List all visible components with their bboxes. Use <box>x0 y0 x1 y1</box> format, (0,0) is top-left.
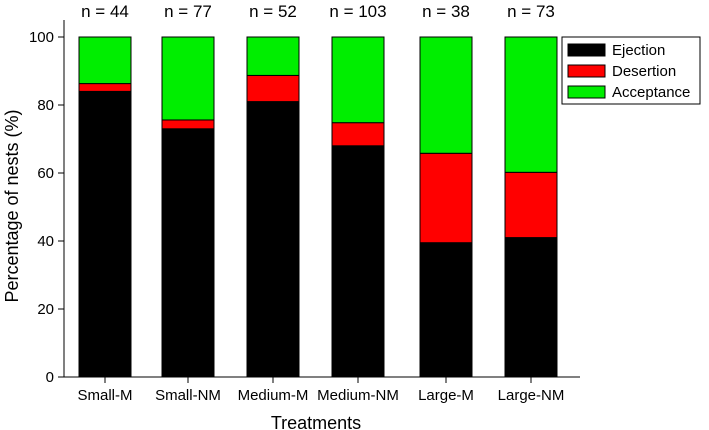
bar-medium-nm-acceptance <box>331 36 385 124</box>
y-tick-label: 60 <box>37 165 54 182</box>
sample-size-label: n = 77 <box>164 2 212 21</box>
x-tick-label-medium-m: Medium-M <box>238 387 309 404</box>
legend-label-acceptance: Acceptance <box>612 84 690 101</box>
bars-layer <box>78 36 558 378</box>
x-axis-title: Treatments <box>271 413 361 430</box>
bar-medium-nm-ejection <box>331 145 385 378</box>
x-tick-label-medium-nm: Medium-NM <box>317 387 399 404</box>
y-tick-label: 20 <box>37 301 54 318</box>
x-tick-label-small-m: Small-M <box>78 387 133 404</box>
legend-swatch-desertion <box>567 64 606 78</box>
x-axis: Small-M Small-NM Medium-M Medium-NM Large-M L… <box>64 376 580 404</box>
y-tick-label: 0 <box>46 369 54 386</box>
bar-medium-m-ejection <box>246 101 300 378</box>
legend-swatch-ejection <box>567 43 606 57</box>
bar-small-m-ejection <box>78 90 132 378</box>
bar-medium-m-acceptance <box>246 36 300 76</box>
bar-small-nm-acceptance <box>161 36 215 121</box>
bar-large-nm-desertion <box>504 171 558 239</box>
y-axis: 0 20 40 60 80 100 <box>29 20 65 386</box>
bar-small-m-desertion <box>78 83 132 92</box>
bar-small-nm-desertion <box>161 119 215 130</box>
x-tick-label-large-nm: Large-NM <box>498 387 565 404</box>
x-tick-label-small-nm: Small-NM <box>155 387 221 404</box>
bar-small-nm-ejection <box>161 128 215 378</box>
bar-large-nm-ejection <box>504 237 558 378</box>
legend-swatch-acceptance <box>567 85 606 99</box>
sample-size-label: n = 103 <box>329 2 386 21</box>
y-tick-label: 80 <box>37 97 54 114</box>
y-tick-label: 100 <box>29 29 54 46</box>
sample-size-labels: n = 44 n = 77 n = 52 n = 103 n = 38 n = 73 <box>81 2 555 21</box>
legend-label-desertion: Desertion <box>612 63 676 80</box>
bar-large-nm-acceptance <box>504 36 558 173</box>
bar-large-m-ejection <box>419 242 473 378</box>
sample-size-label: n = 52 <box>249 2 297 21</box>
bar-large-m-desertion <box>419 152 473 244</box>
bar-medium-nm-desertion <box>331 122 385 147</box>
sample-size-label: n = 44 <box>81 2 129 21</box>
bar-medium-m-desertion <box>246 74 300 103</box>
sample-size-label: n = 73 <box>507 2 555 21</box>
x-tick-label-large-m: Large-M <box>418 387 474 404</box>
y-axis-title: Percentage of nests (%) <box>2 109 22 302</box>
legend-label-ejection: Ejection <box>612 42 665 59</box>
legend: Ejection Desertion Acceptance <box>561 36 701 105</box>
y-tick-label: 40 <box>37 233 54 250</box>
sample-size-label: n = 38 <box>422 2 470 21</box>
bar-large-m-acceptance <box>419 36 473 154</box>
bar-small-m-acceptance <box>78 36 132 85</box>
